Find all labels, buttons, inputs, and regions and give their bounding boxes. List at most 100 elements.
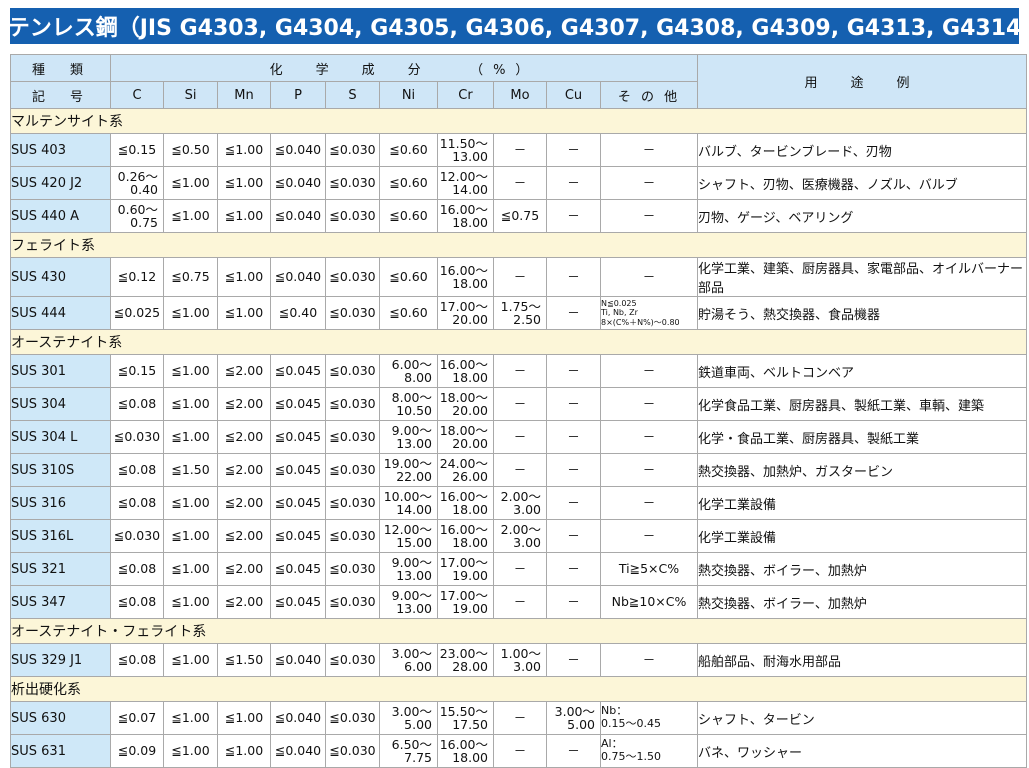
cell-mo: ≦0.75 bbox=[493, 199, 547, 233]
section-title: マルテンサイト系 bbox=[10, 108, 1027, 134]
cell-other: － bbox=[599, 133, 699, 167]
table-row: SUS 301 ≦0.15 ≦1.00 ≦2.00 ≦0.045 ≦0.030 6.00～ 8… bbox=[10, 354, 1027, 388]
cell-cr: 18.00～ 20.00 bbox=[437, 420, 494, 454]
other-line: 0.15～0.45 bbox=[601, 717, 661, 730]
cell-mo: － bbox=[493, 453, 547, 487]
grade-code: SUS 316L bbox=[10, 519, 111, 553]
cell-c: ≦0.08 bbox=[110, 585, 164, 619]
grade-code: SUS 630 bbox=[10, 701, 111, 735]
cell-c: ≦0.030 bbox=[110, 519, 164, 553]
cell-mn: ≦1.00 bbox=[217, 199, 271, 233]
header-kind-line1: 種 類 bbox=[10, 54, 111, 82]
cell-si: ≦1.00 bbox=[163, 486, 218, 520]
cell-mo: － bbox=[493, 387, 547, 421]
cell-s: ≦0.030 bbox=[325, 453, 380, 487]
cell-cu: － bbox=[546, 519, 601, 553]
other-line: Al： bbox=[601, 737, 623, 751]
cell-s: ≦0.030 bbox=[325, 643, 380, 677]
use-example: 化学工業設備 bbox=[697, 519, 1027, 553]
cell-cu: 3.00～ 5.00 bbox=[546, 701, 601, 735]
use-example: 化学食品工業、厨房器具、製紙工業、車輌、建築 bbox=[697, 387, 1027, 421]
cell-other: － bbox=[599, 257, 699, 297]
cell-cu: － bbox=[546, 387, 601, 421]
use-example: 化学・食品工業、厨房器具、製紙工業 bbox=[697, 420, 1027, 454]
header-element-mn: Mn bbox=[217, 81, 271, 109]
cell-mn: ≦2.00 bbox=[217, 420, 271, 454]
table-row: SUS 316 ≦0.08 ≦1.00 ≦2.00 ≦0.045 ≦0.030 10.00～… bbox=[10, 486, 1027, 520]
cell-cr: 16.00～ 18.00 bbox=[437, 354, 494, 388]
use-example: 熱交換器、ボイラー、加熱炉 bbox=[697, 585, 1027, 619]
cell-other: － bbox=[599, 643, 699, 677]
cell-p: ≦0.040 bbox=[270, 257, 326, 297]
cell-cr: 23.00～ 28.00 bbox=[437, 643, 494, 677]
cell-mo: － bbox=[493, 552, 547, 586]
section-header-row: フェライト系 bbox=[10, 232, 1027, 258]
cell-other: － bbox=[599, 420, 699, 454]
cell-s: ≦0.030 bbox=[325, 519, 380, 553]
cell-mo: － bbox=[493, 133, 547, 167]
other-line: 0.75～1.50 bbox=[601, 750, 661, 763]
cell-cr: 11.50～ 13.00 bbox=[437, 133, 494, 167]
cell-s: ≦0.030 bbox=[325, 734, 380, 768]
cell-cu: － bbox=[546, 643, 601, 677]
cell-s: ≦0.030 bbox=[325, 387, 380, 421]
cell-p: ≦0.040 bbox=[270, 199, 326, 233]
cell-ni: 6.50～ 7.75 bbox=[379, 734, 438, 768]
header-chemical-composition: 化 学 成 分 （%） bbox=[109, 54, 699, 82]
cell-mo: － bbox=[493, 166, 547, 200]
cell-s: ≦0.030 bbox=[325, 701, 380, 735]
cell-ni: 3.00～ 5.00 bbox=[379, 701, 438, 735]
grade-code: SUS 403 bbox=[10, 133, 111, 167]
cell-c: ≦0.08 bbox=[110, 486, 164, 520]
page-title: ステンレス鋼（JIS G4303, G4304, G4305, G4306, G… bbox=[0, 8, 1029, 44]
cell-c: ≦0.09 bbox=[110, 734, 164, 768]
grade-code: SUS 420 J2 bbox=[10, 166, 111, 200]
cell-c: ≦0.030 bbox=[110, 420, 164, 454]
cell-cu: － bbox=[546, 133, 601, 167]
cell-mn: ≦2.00 bbox=[217, 585, 271, 619]
cell-cr: 18.00～ 20.00 bbox=[437, 387, 494, 421]
cell-cr: 16.00～ 18.00 bbox=[437, 257, 494, 297]
cell-si: ≦0.50 bbox=[163, 133, 218, 167]
cell-mn: ≦1.00 bbox=[217, 133, 271, 167]
cell-cr: 24.00～ 26.00 bbox=[437, 453, 494, 487]
header-element-ni: Ni bbox=[379, 81, 438, 109]
cell-s: ≦0.030 bbox=[325, 486, 380, 520]
header-kind-line2: 記 号 bbox=[10, 81, 111, 109]
use-example: 熱交換器、加熱炉、ガスタービン bbox=[697, 453, 1027, 487]
section-title: オーステナイト系 bbox=[10, 329, 1027, 355]
table-row: SUS 304 ≦0.08 ≦1.00 ≦2.00 ≦0.045 ≦0.030 8.00～ 1… bbox=[10, 387, 1027, 421]
header-element-si: Si bbox=[163, 81, 218, 109]
cell-si: ≦1.00 bbox=[163, 552, 218, 586]
header-element-p: P bbox=[270, 81, 326, 109]
cell-other: － bbox=[599, 519, 699, 553]
cell-si: ≦1.50 bbox=[163, 453, 218, 487]
header-element-cu: Cu bbox=[546, 81, 601, 109]
table-row: SUS 329 J1 ≦0.08 ≦1.00 ≦1.50 ≦0.040 ≦0.030 3.0… bbox=[10, 643, 1027, 677]
cell-ni: 9.00～ 13.00 bbox=[379, 420, 438, 454]
cell-ni: 12.00～ 15.00 bbox=[379, 519, 438, 553]
cell-mo: － bbox=[493, 354, 547, 388]
table-row: SUS 444 ≦0.025 ≦1.00 ≦1.00 ≦0.40 ≦0.030 ≦0.60 1… bbox=[10, 296, 1027, 330]
cell-mn: ≦2.00 bbox=[217, 486, 271, 520]
cell-s: ≦0.030 bbox=[325, 296, 380, 330]
cell-c: ≦0.12 bbox=[110, 257, 164, 297]
cell-ni: 3.00～ 6.00 bbox=[379, 643, 438, 677]
cell-cu: － bbox=[546, 486, 601, 520]
cell-other: Ti≧5×C% bbox=[599, 552, 699, 586]
cell-si: ≦1.00 bbox=[163, 420, 218, 454]
cell-other: N≦0.025 Ti, Nb, Zr 8×(C%＋N%)～0.80 bbox=[599, 296, 699, 330]
cell-p: ≦0.040 bbox=[270, 734, 326, 768]
cell-si: ≦1.00 bbox=[163, 166, 218, 200]
section-title: 析出硬化系 bbox=[10, 676, 1027, 702]
cell-other: － bbox=[599, 354, 699, 388]
cell-other: － bbox=[599, 486, 699, 520]
section-header-row: オーステナイト系 bbox=[10, 329, 1027, 355]
use-example: 船舶部品、耐海水用部品 bbox=[697, 643, 1027, 677]
cell-si: ≦1.00 bbox=[163, 701, 218, 735]
cell-s: ≦0.030 bbox=[325, 166, 380, 200]
cell-si: ≦1.00 bbox=[163, 519, 218, 553]
cell-other: Nb≧10×C% bbox=[599, 585, 699, 619]
cell-ni: 10.00～ 14.00 bbox=[379, 486, 438, 520]
cell-ni: 9.00～ 13.00 bbox=[379, 552, 438, 586]
